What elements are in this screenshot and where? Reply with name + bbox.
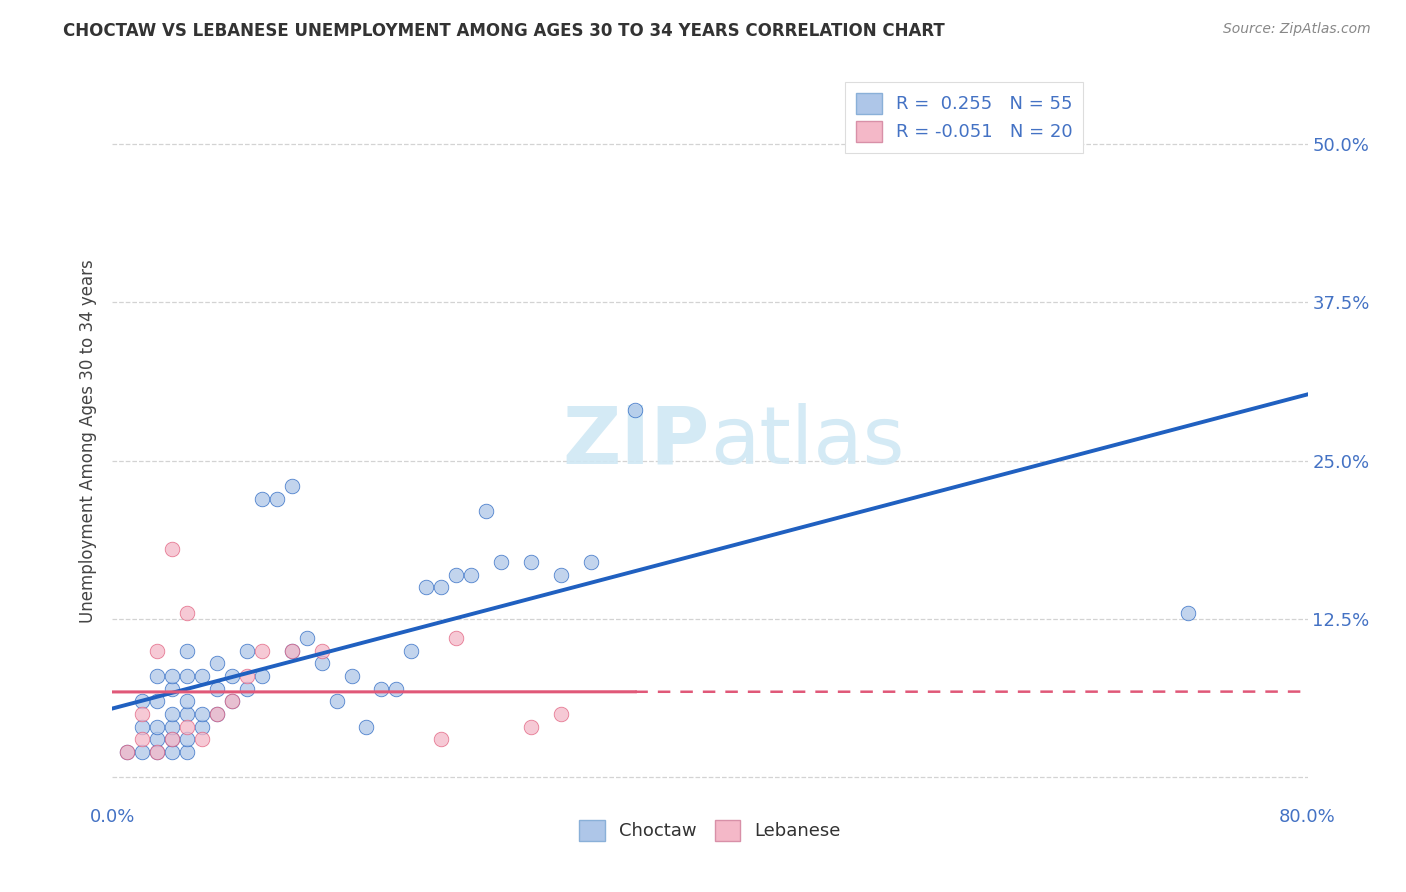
- Text: CHOCTAW VS LEBANESE UNEMPLOYMENT AMONG AGES 30 TO 34 YEARS CORRELATION CHART: CHOCTAW VS LEBANESE UNEMPLOYMENT AMONG A…: [63, 22, 945, 40]
- Point: [146, 745, 169, 759]
- Point: [131, 720, 153, 734]
- Point: [205, 707, 228, 722]
- Point: [281, 643, 304, 657]
- Point: [221, 694, 243, 708]
- Point: [221, 669, 243, 683]
- Point: [236, 643, 259, 657]
- Point: [325, 694, 347, 708]
- Point: [385, 681, 408, 696]
- Point: [295, 631, 318, 645]
- Point: [266, 491, 288, 506]
- Point: [444, 567, 467, 582]
- Point: [205, 707, 228, 722]
- Point: [131, 732, 153, 747]
- Point: [311, 643, 333, 657]
- Y-axis label: Unemployment Among Ages 30 to 34 years: Unemployment Among Ages 30 to 34 years: [79, 260, 97, 624]
- Point: [176, 745, 198, 759]
- Point: [520, 720, 543, 734]
- Point: [146, 745, 169, 759]
- Point: [146, 694, 169, 708]
- Point: [162, 745, 183, 759]
- Point: [475, 504, 498, 518]
- Point: [176, 606, 198, 620]
- Text: atlas: atlas: [710, 402, 904, 481]
- Point: [370, 681, 392, 696]
- Point: [430, 580, 453, 594]
- Point: [146, 732, 169, 747]
- Point: [460, 567, 482, 582]
- Point: [146, 643, 169, 657]
- Point: [444, 631, 467, 645]
- Point: [236, 681, 259, 696]
- Point: [579, 555, 602, 569]
- Point: [176, 732, 198, 747]
- Point: [550, 707, 572, 722]
- Point: [430, 732, 453, 747]
- Point: [146, 720, 169, 734]
- Point: [176, 669, 198, 683]
- Point: [250, 669, 273, 683]
- Point: [191, 720, 214, 734]
- Point: [1177, 606, 1199, 620]
- Point: [162, 681, 183, 696]
- Point: [176, 720, 198, 734]
- Point: [205, 657, 228, 671]
- Point: [131, 707, 153, 722]
- Point: [162, 732, 183, 747]
- Point: [176, 694, 198, 708]
- Point: [401, 643, 423, 657]
- Point: [117, 745, 139, 759]
- Point: [176, 643, 198, 657]
- Point: [236, 669, 259, 683]
- Point: [356, 720, 378, 734]
- Point: [340, 669, 363, 683]
- Point: [191, 707, 214, 722]
- Point: [205, 681, 228, 696]
- Point: [146, 669, 169, 683]
- Point: [281, 643, 304, 657]
- Point: [162, 720, 183, 734]
- Point: [131, 694, 153, 708]
- Point: [131, 745, 153, 759]
- Point: [162, 732, 183, 747]
- Point: [281, 479, 304, 493]
- Point: [162, 669, 183, 683]
- Point: [415, 580, 437, 594]
- Point: [250, 491, 273, 506]
- Point: [489, 555, 512, 569]
- Point: [162, 707, 183, 722]
- Point: [311, 657, 333, 671]
- Point: [520, 555, 543, 569]
- Text: Source: ZipAtlas.com: Source: ZipAtlas.com: [1223, 22, 1371, 37]
- Point: [117, 745, 139, 759]
- Point: [624, 402, 647, 417]
- Point: [191, 669, 214, 683]
- Point: [221, 694, 243, 708]
- Point: [176, 707, 198, 722]
- Text: ZIP: ZIP: [562, 402, 710, 481]
- Legend: Choctaw, Lebanese: Choctaw, Lebanese: [572, 813, 848, 848]
- Point: [550, 567, 572, 582]
- Point: [191, 732, 214, 747]
- Point: [162, 542, 183, 557]
- Point: [250, 643, 273, 657]
